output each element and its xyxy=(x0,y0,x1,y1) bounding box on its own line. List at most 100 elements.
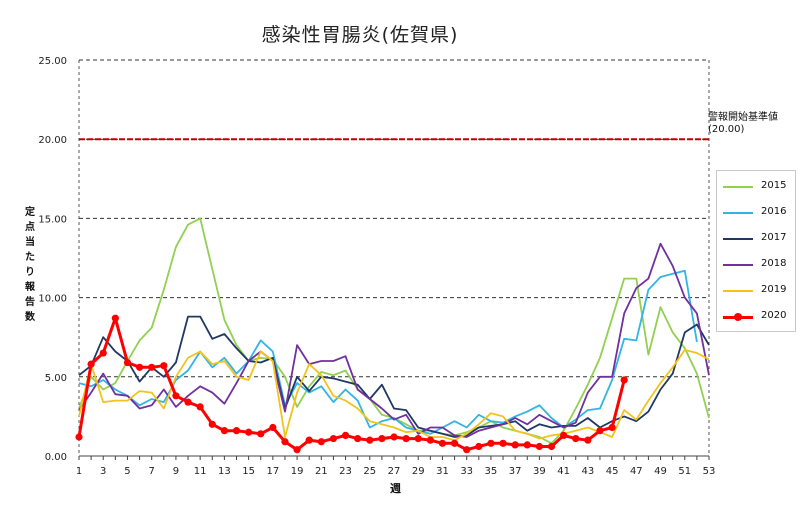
legend-label: 2019 xyxy=(761,284,787,295)
data-point-2020 xyxy=(329,434,338,443)
x-tick-label: 39 xyxy=(533,466,546,477)
legend-item-2017: 2017 xyxy=(723,229,795,249)
data-point-2020 xyxy=(160,362,168,370)
y-axis-label: 定点当たり報告数 xyxy=(25,207,35,323)
data-point-2020 xyxy=(450,439,459,447)
x-tick-label: 11 xyxy=(194,466,207,477)
data-point-2020 xyxy=(596,427,604,435)
data-point-2020 xyxy=(584,436,592,444)
legend-swatch xyxy=(723,186,753,188)
legend-item-2016: 2016 xyxy=(723,203,795,223)
data-point-2020 xyxy=(547,442,556,451)
chart-title: 感染性胃腸炎(佐賀県) xyxy=(261,24,459,46)
x-tick-label: 15 xyxy=(242,466,255,477)
data-point-2020 xyxy=(123,358,132,367)
data-point-2020 xyxy=(620,376,628,384)
data-point-2020 xyxy=(184,398,192,406)
legend-swatch xyxy=(723,238,753,240)
x-tick-label: 37 xyxy=(509,466,522,477)
x-tick-label: 21 xyxy=(315,466,328,477)
legend-label: 2020 xyxy=(761,310,787,321)
data-point-2020 xyxy=(245,428,253,436)
x-tick-label: 1 xyxy=(76,466,82,477)
data-point-2020 xyxy=(257,430,265,438)
x-tick-label: 7 xyxy=(149,466,155,477)
series-line-2019 xyxy=(78,348,710,442)
data-point-2020 xyxy=(220,427,228,435)
legend-item-2019: 2019 xyxy=(723,281,795,301)
data-point-2020 xyxy=(172,392,180,400)
legend-swatch xyxy=(723,290,753,292)
threshold-label: 警報開始基準値 xyxy=(708,112,778,123)
data-point-2020 xyxy=(135,363,144,371)
x-tick-label: 23 xyxy=(339,466,352,477)
x-tick-label: 31 xyxy=(436,466,449,477)
data-point-2020 xyxy=(438,439,447,447)
data-point-2020 xyxy=(560,431,568,440)
data-point-2020 xyxy=(87,360,95,368)
data-point-2020 xyxy=(402,434,410,443)
legend-label: 2016 xyxy=(761,206,787,217)
x-tick-label: 49 xyxy=(654,466,667,477)
data-point-2020 xyxy=(414,434,422,443)
legend-swatch xyxy=(723,264,753,266)
data-point-2020 xyxy=(608,423,616,432)
x-tick-label: 43 xyxy=(581,466,594,477)
x-tick-label: 17 xyxy=(266,466,279,477)
data-point-2020 xyxy=(305,436,313,444)
data-point-2020 xyxy=(196,403,204,411)
legend-item-2018: 2018 xyxy=(723,255,795,275)
series-line-2015 xyxy=(78,217,710,445)
series-line-2017 xyxy=(78,315,710,438)
data-point-2020 xyxy=(269,423,277,432)
series-line-2016 xyxy=(78,269,698,435)
data-point-2020 xyxy=(572,434,580,443)
legend-swatch xyxy=(723,212,753,214)
legend-label: 2018 xyxy=(761,258,787,269)
data-point-2020 xyxy=(487,439,495,447)
y-tick-label: 25.00 xyxy=(38,56,67,67)
x-tick-label: 47 xyxy=(630,466,643,477)
legend-label: 2015 xyxy=(761,180,787,191)
legend-item-2020: 2020 xyxy=(723,307,795,327)
data-point-2020 xyxy=(293,446,301,454)
data-point-2020 xyxy=(232,427,241,435)
data-point-2020 xyxy=(75,433,83,441)
data-point-2020 xyxy=(378,434,386,443)
data-point-2020 xyxy=(523,441,531,449)
y-tick-label: 20.00 xyxy=(38,135,67,146)
data-point-2020 xyxy=(499,439,507,447)
x-tick-label: 53 xyxy=(703,466,716,477)
data-point-2020 xyxy=(366,436,374,444)
data-point-2020 xyxy=(354,434,362,443)
series-line-2020 xyxy=(77,316,626,452)
x-tick-label: 29 xyxy=(412,466,425,477)
x-tick-label: 51 xyxy=(678,466,691,477)
legend-item-2015: 2015 xyxy=(723,177,795,197)
data-point-2020 xyxy=(463,446,471,454)
threshold-annotation: 警報開始基準値 (20.00) xyxy=(708,112,778,136)
y-tick-label: 10.00 xyxy=(38,294,67,305)
x-tick-label: 27 xyxy=(388,466,401,477)
data-point-2020 xyxy=(390,433,398,441)
data-point-2020 xyxy=(317,438,325,446)
x-tick-label: 45 xyxy=(606,466,619,477)
x-tick-label: 3 xyxy=(100,466,106,477)
x-tick-label: 13 xyxy=(218,466,231,477)
x-tick-label: 19 xyxy=(291,466,304,477)
legend: 2015 2016 2017 2018 2019 2020 xyxy=(716,170,796,332)
y-tick-label: 15.00 xyxy=(38,214,67,225)
x-tick-label: 41 xyxy=(557,466,570,477)
threshold-value-label: (20.00) xyxy=(708,124,745,135)
data-point-2020 xyxy=(208,420,216,428)
data-point-2020 xyxy=(111,314,119,322)
legend-label: 2017 xyxy=(761,232,787,243)
y-tick-label: 0.00 xyxy=(45,452,67,463)
data-point-2020 xyxy=(99,349,107,357)
data-point-2020 xyxy=(475,442,483,451)
data-point-2020 xyxy=(511,441,519,449)
x-tick-label: 25 xyxy=(363,466,376,477)
data-point-2020 xyxy=(426,436,434,444)
